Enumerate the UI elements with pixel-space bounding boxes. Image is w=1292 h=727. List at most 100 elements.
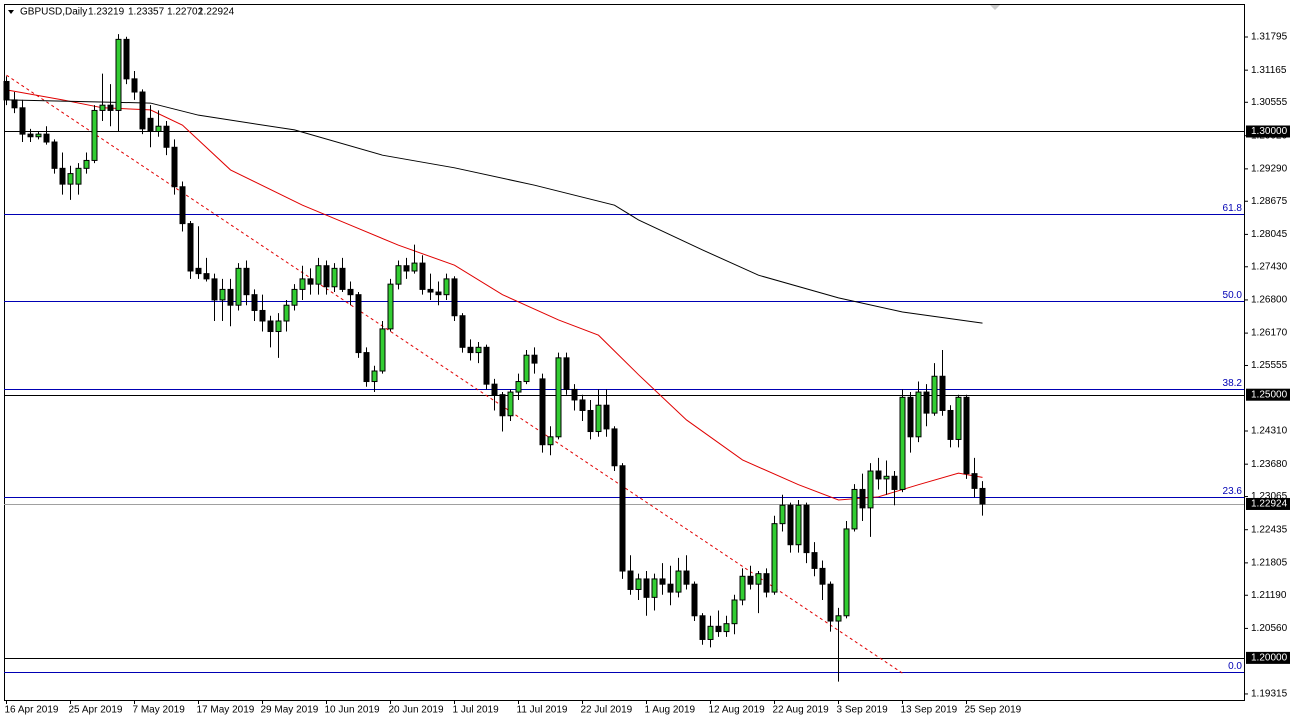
candle-body — [715, 625, 722, 633]
x-tick-label: 10 Jun 2019 — [325, 705, 380, 716]
fib-label: 0.0 — [1228, 661, 1242, 672]
candle-body — [315, 265, 322, 285]
candle-body — [331, 267, 338, 288]
candle-body — [11, 99, 18, 109]
moving-average — [6, 99, 983, 324]
candle-body — [451, 278, 458, 317]
candle-body — [123, 38, 130, 80]
candle-body — [875, 470, 882, 480]
fib-label: 38.2 — [1223, 378, 1243, 389]
last-price-label: 1.22924 — [1251, 499, 1288, 510]
y-tick-label: 1.22435 — [1251, 524, 1288, 535]
y-tick-label: 1.28675 — [1251, 196, 1288, 207]
candle-body — [891, 475, 898, 490]
candle-body — [99, 104, 106, 111]
candle-body — [51, 141, 58, 169]
candle-body — [723, 623, 730, 633]
candle-body — [619, 465, 626, 572]
candle-body — [443, 278, 450, 296]
candle-body — [147, 117, 154, 132]
candle-body — [27, 133, 34, 138]
candle-body — [195, 267, 202, 275]
candle-body — [83, 159, 90, 169]
candle-body — [115, 38, 122, 111]
candle-body — [899, 396, 906, 490]
candle-body — [171, 146, 178, 188]
candle-body — [187, 223, 194, 272]
y-tick-label: 1.19315 — [1251, 689, 1288, 700]
candle-body — [435, 291, 442, 296]
candle-body — [139, 91, 146, 130]
candle-body — [475, 346, 482, 354]
candle-body — [747, 575, 754, 585]
candle-body — [763, 573, 770, 593]
candle-body — [571, 388, 578, 401]
y-tick-label: 1.31795 — [1251, 32, 1288, 43]
y-tick-label: 1.23065 — [1251, 491, 1288, 502]
candle-body — [939, 375, 946, 411]
candle-body — [515, 381, 522, 393]
y-tick-label: 1.27430 — [1251, 261, 1288, 272]
y-tick-label: 1.30555 — [1251, 97, 1288, 108]
candle-body — [851, 488, 858, 530]
candle-body — [75, 167, 82, 185]
candle-body — [691, 583, 698, 617]
candle-body — [667, 583, 674, 593]
candle-body — [131, 78, 138, 93]
candle-body — [339, 267, 346, 290]
candle-body — [227, 288, 234, 306]
candle-body — [355, 294, 362, 354]
candle-body — [907, 396, 914, 438]
header-close: 1.22924 — [198, 7, 235, 18]
level-label-box — [1246, 388, 1290, 401]
candle-body — [771, 523, 778, 593]
x-tick-label: 20 Jun 2019 — [389, 705, 444, 716]
fib-label: 61.8 — [1223, 203, 1243, 214]
candle-body — [291, 288, 298, 306]
fib-label: 50.0 — [1223, 290, 1243, 301]
candle-body — [947, 409, 954, 440]
candle-body — [835, 615, 842, 622]
y-tick-label: 1.28045 — [1251, 229, 1288, 240]
menu-arrow[interactable] — [8, 10, 14, 14]
candle-body — [867, 470, 874, 509]
level-label-box — [1246, 125, 1290, 138]
candle-body — [739, 575, 746, 601]
x-tick-label: 1 Jul 2019 — [453, 705, 500, 716]
candle-body — [579, 399, 586, 411]
candle-body — [595, 404, 602, 433]
candle-body — [659, 578, 666, 585]
candle-body — [963, 396, 970, 475]
candle-body — [779, 504, 786, 525]
x-tick-label: 29 May 2019 — [261, 705, 319, 716]
candle-body — [427, 288, 434, 293]
candle-body — [755, 573, 762, 585]
x-tick-label: 22 Jul 2019 — [581, 705, 633, 716]
candle-body — [923, 391, 930, 414]
candle-body — [731, 599, 738, 625]
candle-body — [843, 528, 850, 617]
candle-body — [179, 186, 186, 225]
candle-body — [859, 488, 866, 509]
candle-body — [587, 409, 594, 433]
candle-body — [555, 357, 562, 438]
candle-body — [883, 475, 890, 480]
fib-label: 23.6 — [1223, 486, 1243, 497]
candle-body — [403, 265, 410, 272]
candle-body — [603, 404, 610, 430]
moving-average — [6, 89, 983, 501]
candle-body — [459, 315, 466, 348]
candle-body — [299, 278, 306, 290]
candle-body — [795, 504, 802, 546]
trade-panel-toggle[interactable] — [990, 5, 1000, 10]
candle-body — [107, 104, 114, 111]
level-label: 1.20000 — [1251, 653, 1288, 664]
y-tick-label: 1.20560 — [1251, 623, 1288, 634]
candle-body — [243, 267, 250, 296]
candle-body — [707, 625, 714, 640]
candle-body — [219, 288, 226, 301]
x-tick-label: 16 Apr 2019 — [5, 705, 59, 716]
candle-body — [675, 570, 682, 593]
